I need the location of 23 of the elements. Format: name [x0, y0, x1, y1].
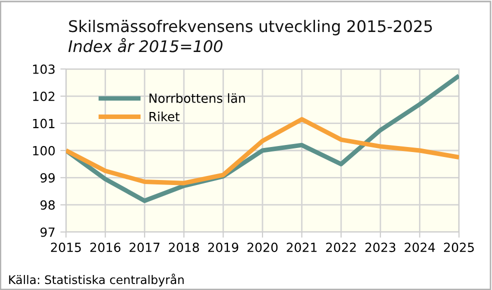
- x-tick-label: 2022: [326, 242, 356, 252]
- y-tick-label: 102: [33, 92, 54, 102]
- y-tick-label: 99: [40, 173, 55, 183]
- y-tick-label: 100: [33, 146, 55, 156]
- x-tick-label: 2018: [168, 242, 199, 252]
- y-tick-label: 101: [33, 118, 54, 128]
- chart-title: Skilsmässofrekvensens utveckling 2015-2025: [69, 20, 432, 36]
- legend-label: Norrbottens län: [150, 93, 245, 103]
- text: Källa: Statistiska centralbyrån: [9, 274, 184, 286]
- y-tick-label: 97: [40, 227, 55, 237]
- x-tick-label: 2015: [51, 242, 81, 252]
- y-tick-label: 98: [40, 200, 55, 210]
- x-tick-label: 2020: [248, 242, 278, 252]
- x-tick-label: 2016: [90, 242, 120, 252]
- x-tick-label: 2025: [444, 242, 474, 252]
- x-tick-label: 2021: [286, 242, 317, 252]
- x-tick-label: 2019: [208, 242, 238, 252]
- x-tick-label: 2023: [365, 242, 396, 252]
- y-tick-label: 103: [33, 64, 55, 74]
- x-tick-label: 2024: [404, 242, 435, 252]
- chart-subtitle: Index år 2015=100: [68, 38, 222, 52]
- x-tick-label: 2017: [130, 242, 160, 252]
- legend-label: Riket: [150, 112, 180, 122]
